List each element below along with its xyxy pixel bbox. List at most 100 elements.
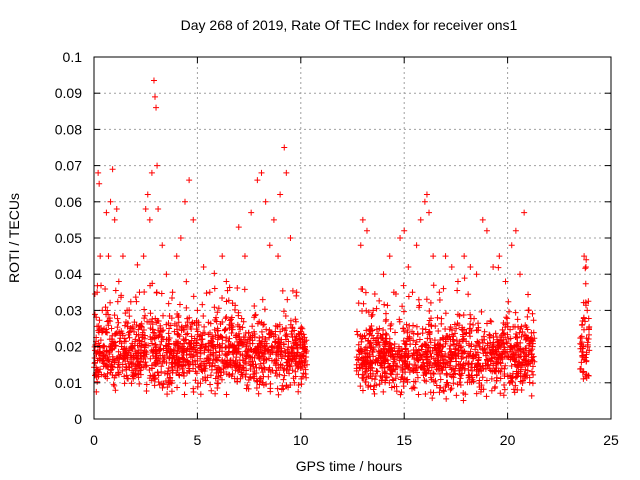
data-point bbox=[456, 322, 463, 329]
data-point bbox=[155, 318, 162, 325]
data-point bbox=[419, 330, 426, 337]
data-point bbox=[440, 387, 447, 394]
data-point bbox=[430, 253, 437, 260]
data-point bbox=[493, 360, 500, 367]
data-point bbox=[143, 342, 150, 349]
data-point bbox=[133, 298, 140, 305]
data-point bbox=[263, 340, 270, 347]
data-point bbox=[582, 280, 589, 287]
data-point bbox=[158, 290, 165, 297]
data-point bbox=[173, 353, 180, 360]
data-point bbox=[103, 209, 110, 216]
data-point bbox=[197, 345, 204, 352]
data-point bbox=[190, 216, 197, 223]
data-point bbox=[175, 331, 182, 338]
data-point bbox=[489, 351, 496, 358]
data-point bbox=[153, 289, 160, 296]
data-point bbox=[443, 395, 450, 402]
data-point bbox=[159, 384, 166, 391]
data-point bbox=[231, 343, 238, 350]
data-point bbox=[522, 372, 529, 379]
data-point bbox=[121, 335, 128, 342]
data-point bbox=[582, 265, 589, 272]
data-point bbox=[295, 388, 302, 395]
data-point bbox=[373, 305, 380, 312]
data-point bbox=[522, 345, 529, 352]
data-point bbox=[265, 355, 272, 362]
data-point bbox=[104, 357, 111, 364]
data-point bbox=[363, 227, 370, 234]
data-point bbox=[502, 362, 509, 369]
data-point bbox=[422, 326, 429, 333]
data-point bbox=[215, 373, 222, 380]
data-point bbox=[396, 357, 403, 364]
data-point bbox=[525, 291, 532, 298]
data-point bbox=[504, 340, 511, 347]
y-tick-label: 0.02 bbox=[55, 339, 82, 355]
data-point bbox=[151, 360, 158, 367]
data-point bbox=[156, 381, 163, 388]
data-point bbox=[528, 368, 535, 375]
data-point bbox=[400, 282, 407, 289]
data-point bbox=[164, 384, 171, 391]
data-point bbox=[285, 344, 292, 351]
data-point bbox=[489, 343, 496, 350]
data-point bbox=[413, 242, 420, 249]
data-point bbox=[201, 347, 208, 354]
data-point bbox=[525, 358, 532, 365]
data-point bbox=[103, 362, 110, 369]
data-point bbox=[430, 355, 437, 362]
data-point bbox=[160, 356, 167, 363]
data-point bbox=[415, 304, 422, 311]
data-point bbox=[181, 337, 188, 344]
data-point bbox=[293, 342, 300, 349]
data-point bbox=[410, 366, 417, 373]
data-point bbox=[124, 375, 131, 382]
data-point bbox=[184, 319, 191, 326]
data-point bbox=[110, 338, 117, 345]
data-point bbox=[527, 347, 534, 354]
data-point bbox=[467, 333, 474, 340]
data-point bbox=[353, 354, 360, 361]
data-point bbox=[508, 242, 515, 249]
data-point bbox=[207, 347, 214, 354]
data-point bbox=[127, 358, 134, 365]
data-point bbox=[226, 335, 233, 342]
data-point bbox=[425, 329, 432, 336]
data-point bbox=[357, 383, 364, 390]
data-point bbox=[96, 180, 103, 187]
data-point bbox=[280, 367, 287, 374]
data-point bbox=[370, 386, 377, 393]
data-point bbox=[233, 363, 240, 370]
data-point bbox=[208, 363, 215, 370]
data-point bbox=[529, 310, 536, 317]
data-point bbox=[151, 330, 158, 337]
data-point bbox=[481, 336, 488, 343]
data-point bbox=[221, 327, 228, 334]
data-point bbox=[251, 368, 258, 375]
data-point bbox=[354, 331, 361, 338]
data-point bbox=[490, 263, 497, 270]
data-point bbox=[181, 356, 188, 363]
data-point bbox=[175, 345, 182, 352]
data-point bbox=[163, 349, 170, 356]
data-point bbox=[465, 367, 472, 374]
data-point bbox=[211, 326, 218, 333]
data-point bbox=[113, 206, 120, 213]
data-point bbox=[118, 292, 125, 299]
x-tick-label: 25 bbox=[603, 432, 619, 448]
data-point bbox=[453, 362, 460, 369]
data-point bbox=[514, 316, 521, 323]
data-point bbox=[288, 331, 295, 338]
data-point bbox=[231, 306, 238, 313]
data-point bbox=[406, 364, 413, 371]
data-point bbox=[583, 349, 590, 356]
data-point bbox=[410, 322, 417, 329]
data-point bbox=[211, 285, 218, 292]
data-point bbox=[519, 328, 526, 335]
data-point bbox=[174, 330, 181, 337]
data-point bbox=[401, 360, 408, 367]
data-point bbox=[359, 375, 366, 382]
data-point bbox=[357, 242, 364, 249]
data-point bbox=[353, 361, 360, 368]
